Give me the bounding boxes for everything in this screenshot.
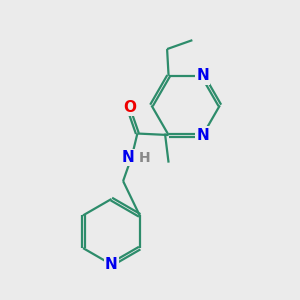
Text: N: N xyxy=(122,150,135,165)
Text: N: N xyxy=(105,257,118,272)
Text: N: N xyxy=(196,68,209,83)
Text: O: O xyxy=(123,100,136,115)
Text: H: H xyxy=(139,151,150,165)
Text: N: N xyxy=(196,128,209,142)
